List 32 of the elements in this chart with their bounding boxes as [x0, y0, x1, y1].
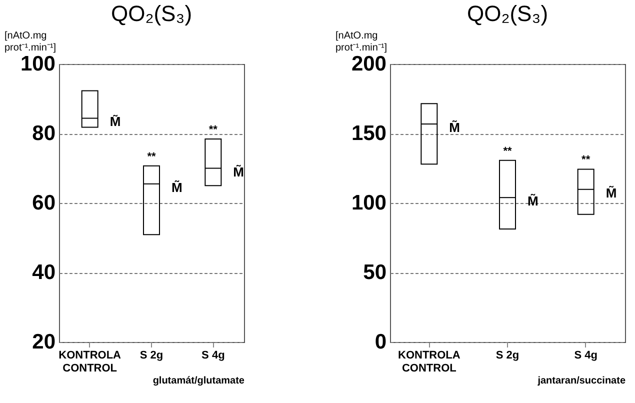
- annotation: M̃: [449, 120, 460, 136]
- x-tick-label: S 2g: [496, 350, 520, 362]
- y-tick-label: 150: [351, 122, 386, 145]
- y-tick-label: 40: [32, 261, 56, 284]
- x-tick-label: S 4g: [202, 350, 225, 362]
- annotation: **: [147, 150, 156, 163]
- x-axis-title: glutamát/glutamate: [152, 376, 245, 386]
- y-tick-label: 50: [363, 261, 386, 284]
- annotation: M̃: [606, 185, 617, 200]
- x-tick-label: S 4g: [574, 350, 598, 362]
- x-tick-label: S 2g: [140, 350, 164, 362]
- y-axis-title: [nAtO.mg prot⁻¹.min⁻¹]: [4, 30, 56, 54]
- annotation: M̃: [233, 164, 244, 180]
- annotation: **: [503, 145, 512, 158]
- annotation: M̃: [172, 180, 182, 195]
- y-tick-label: 60: [32, 192, 56, 214]
- y-tick-label: 200: [351, 52, 386, 76]
- chart-title: QO₂(S₃): [466, 1, 548, 26]
- annotation: M̃: [528, 194, 538, 209]
- chart-title: QO₂(S₃): [110, 1, 192, 26]
- x-tick-label: KONTROLA CONTROL: [398, 350, 460, 374]
- y-axis-title: [nAtO.mg prot⁻¹.min⁻¹]: [336, 30, 388, 54]
- x-axis-title: jantaran/succinate: [536, 376, 626, 386]
- y-tick-label: 80: [32, 122, 56, 145]
- annotation: **: [208, 124, 218, 136]
- y-tick-label: 100: [351, 192, 386, 214]
- y-tick-label: 0: [374, 330, 386, 354]
- annotation: **: [582, 154, 591, 166]
- x-tick-label: KONTROLA CONTROL: [58, 350, 122, 374]
- y-tick-label: 100: [20, 52, 56, 76]
- annotation: M̃: [110, 114, 121, 130]
- y-tick-label: 20: [32, 330, 56, 354]
